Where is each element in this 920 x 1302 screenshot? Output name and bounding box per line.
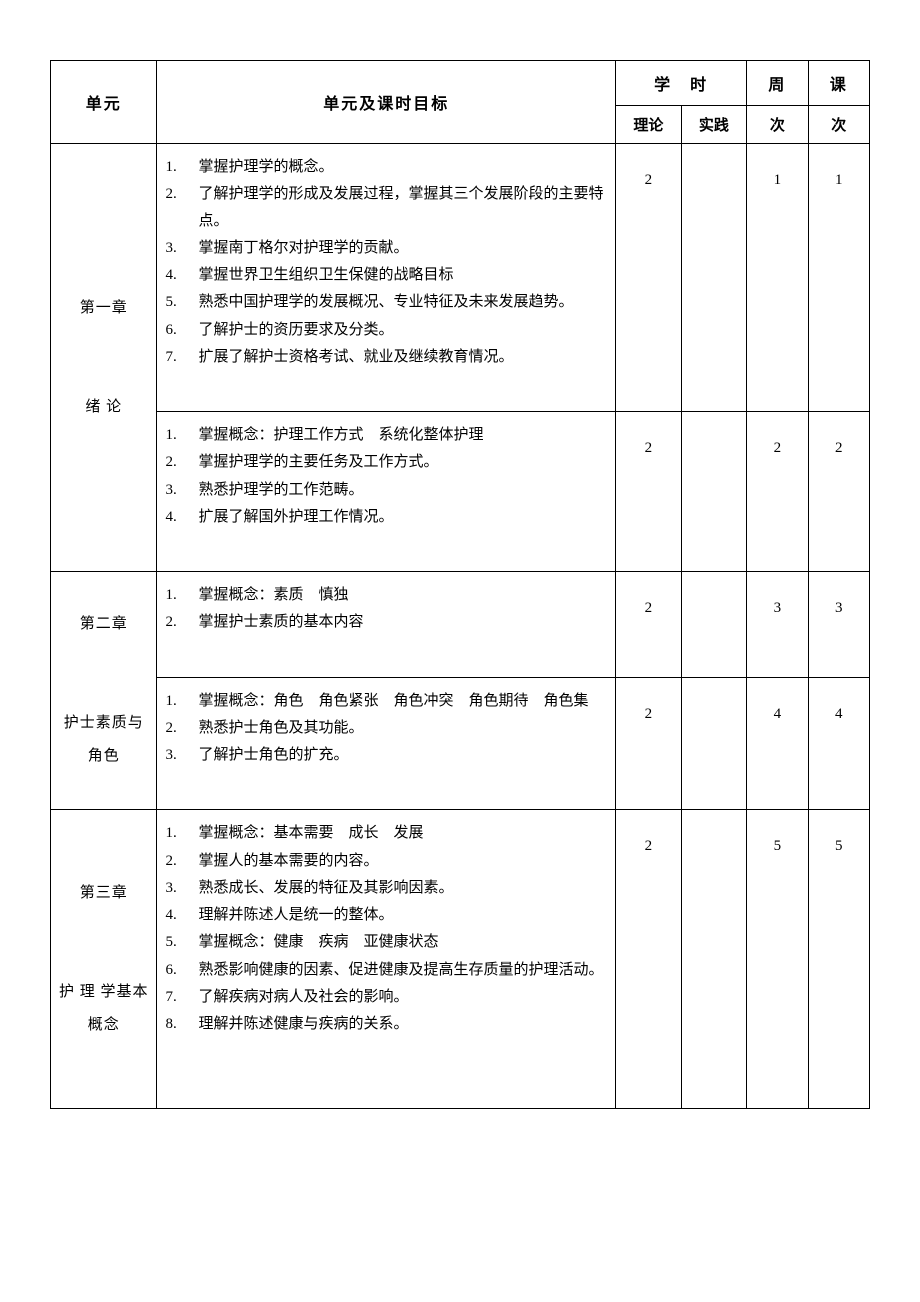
objectives-list: 掌握概念：角色 角色紧张 角色冲突 角色期待 角色集熟悉护士角色及其功能。了解护… (165, 688, 607, 769)
objectives-cell: 掌握概念：护理工作方式 系统化整体护理掌握护理学的主要任务及工作方式。熟悉护理学… (157, 412, 616, 572)
lesson-cell: 1 (808, 144, 869, 412)
table-row: 掌握概念：角色 角色紧张 角色冲突 角色期待 角色集熟悉护士角色及其功能。了解护… (51, 677, 870, 810)
header-lesson-top: 课 (808, 61, 869, 106)
practice-cell (681, 810, 747, 1109)
objective-item: 掌握护理学的概念。 (165, 154, 607, 180)
objective-item: 掌握护士素质的基本内容 (165, 609, 607, 635)
practice-cell (681, 412, 747, 572)
objective-item: 熟悉影响健康的因素、促进健康及提高生存质量的护理活动。 (165, 957, 607, 983)
objective-item: 熟悉成长、发展的特征及其影响因素。 (165, 875, 607, 901)
objectives-cell: 掌握概念：基本需要 成长 发展掌握人的基本需要的内容。熟悉成长、发展的特征及其影… (157, 810, 616, 1109)
header-week-top: 周 (747, 61, 808, 106)
practice-cell (681, 572, 747, 678)
theory-cell: 2 (616, 810, 682, 1109)
header-week-sub: 次 (747, 106, 808, 144)
header-unit: 单元 (51, 61, 157, 144)
objectives-cell: 掌握护理学的概念。了解护理学的形成及发展过程，掌握其三个发展阶段的主要特点。掌握… (157, 144, 616, 412)
header-objectives: 单元及课时目标 (157, 61, 616, 144)
objectives-list: 掌握概念：护理工作方式 系统化整体护理掌握护理学的主要任务及工作方式。熟悉护理学… (165, 422, 607, 530)
theory-cell: 2 (616, 144, 682, 412)
objectives-cell: 掌握概念：角色 角色紧张 角色冲突 角色期待 角色集熟悉护士角色及其功能。了解护… (157, 677, 616, 810)
lesson-cell: 3 (808, 572, 869, 678)
theory-cell: 2 (616, 412, 682, 572)
table-row: 掌握概念：护理工作方式 系统化整体护理掌握护理学的主要任务及工作方式。熟悉护理学… (51, 412, 870, 572)
objective-item: 掌握概念：角色 角色紧张 角色冲突 角色期待 角色集 (165, 688, 607, 714)
objectives-list: 掌握概念：基本需要 成长 发展掌握人的基本需要的内容。熟悉成长、发展的特征及其影… (165, 820, 607, 1037)
week-cell: 3 (747, 572, 808, 678)
theory-cell: 2 (616, 677, 682, 810)
objective-item: 理解并陈述人是统一的整体。 (165, 902, 607, 928)
objective-item: 掌握世界卫生组织卫生保健的战略目标 (165, 262, 607, 288)
header-practice: 实践 (681, 106, 747, 144)
objective-item: 掌握概念：健康 疾病 亚健康状态 (165, 929, 607, 955)
table-row: 第一章绪 论掌握护理学的概念。了解护理学的形成及发展过程，掌握其三个发展阶段的主… (51, 144, 870, 412)
week-cell: 2 (747, 412, 808, 572)
objective-item: 了解护理学的形成及发展过程，掌握其三个发展阶段的主要特点。 (165, 181, 607, 234)
table-row: 第二章护士素质与角色掌握概念：素质 慎独掌握护士素质的基本内容233 (51, 572, 870, 678)
table-header: 单元 单元及课时目标 学 时 周 课 理论 实践 次 次 (51, 61, 870, 144)
week-cell: 1 (747, 144, 808, 412)
syllabus-table: 单元 单元及课时目标 学 时 周 课 理论 实践 次 次 第一章绪 论掌握护理学… (50, 60, 870, 1109)
unit-cell: 第三章护 理 学基本概念 (51, 810, 157, 1109)
objective-item: 了解疾病对病人及社会的影响。 (165, 984, 607, 1010)
unit-cell: 第二章护士素质与角色 (51, 572, 157, 810)
objective-item: 了解护士的资历要求及分类。 (165, 317, 607, 343)
objective-item: 掌握概念：护理工作方式 系统化整体护理 (165, 422, 607, 448)
theory-cell: 2 (616, 572, 682, 678)
objective-item: 掌握护理学的主要任务及工作方式。 (165, 449, 607, 475)
practice-cell (681, 144, 747, 412)
objective-item: 了解护士角色的扩充。 (165, 742, 607, 768)
table-row: 第三章护 理 学基本概念掌握概念：基本需要 成长 发展掌握人的基本需要的内容。熟… (51, 810, 870, 1109)
objectives-cell: 掌握概念：素质 慎独掌握护士素质的基本内容 (157, 572, 616, 678)
objective-item: 扩展了解国外护理工作情况。 (165, 504, 607, 530)
unit-cell: 第一章绪 论 (51, 144, 157, 572)
header-lesson-sub: 次 (808, 106, 869, 144)
objective-item: 掌握概念：基本需要 成长 发展 (165, 820, 607, 846)
lesson-cell: 4 (808, 677, 869, 810)
objective-item: 熟悉中国护理学的发展概况、专业特征及未来发展趋势。 (165, 289, 607, 315)
objective-item: 熟悉护理学的工作范畴。 (165, 477, 607, 503)
lesson-cell: 2 (808, 412, 869, 572)
lesson-cell: 5 (808, 810, 869, 1109)
header-hours-group: 学 时 (616, 61, 747, 106)
objective-item: 扩展了解护士资格考试、就业及继续教育情况。 (165, 344, 607, 370)
objective-item: 熟悉护士角色及其功能。 (165, 715, 607, 741)
objective-item: 掌握概念：素质 慎独 (165, 582, 607, 608)
objectives-list: 掌握概念：素质 慎独掌握护士素质的基本内容 (165, 582, 607, 636)
objective-item: 掌握人的基本需要的内容。 (165, 848, 607, 874)
objectives-list: 掌握护理学的概念。了解护理学的形成及发展过程，掌握其三个发展阶段的主要特点。掌握… (165, 154, 607, 370)
practice-cell (681, 677, 747, 810)
week-cell: 5 (747, 810, 808, 1109)
objective-item: 掌握南丁格尔对护理学的贡献。 (165, 235, 607, 261)
week-cell: 4 (747, 677, 808, 810)
table-body: 第一章绪 论掌握护理学的概念。了解护理学的形成及发展过程，掌握其三个发展阶段的主… (51, 144, 870, 1109)
objective-item: 理解并陈述健康与疾病的关系。 (165, 1011, 607, 1037)
header-theory: 理论 (616, 106, 682, 144)
